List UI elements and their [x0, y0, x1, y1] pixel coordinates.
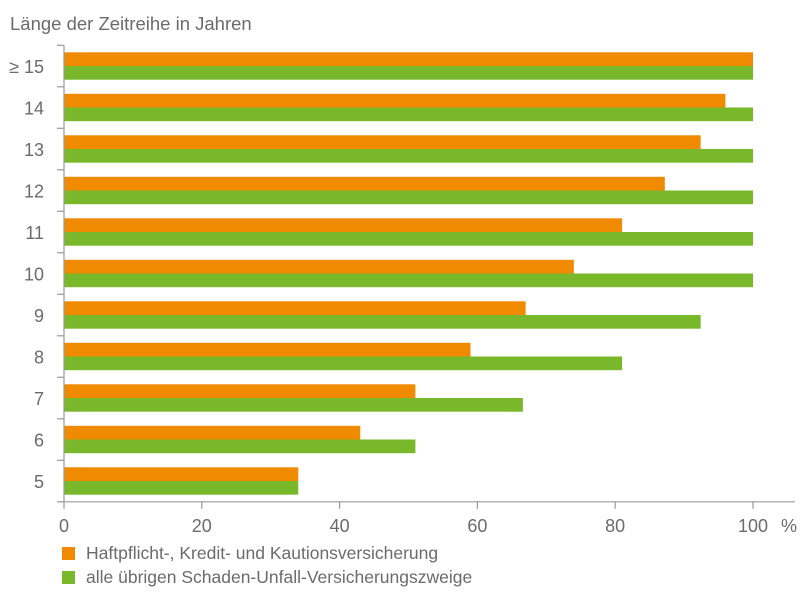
- bar-green-11: [64, 232, 753, 246]
- x-tick-label: 60: [467, 516, 487, 536]
- legend: Haftpflicht-, Kredit- und Kautionsversic…: [62, 541, 472, 589]
- x-tick-label: 100: [738, 516, 768, 536]
- bar-orange-9: [64, 301, 526, 315]
- axes-group: ≥ 15 14 13 12 11 10 9 8 7 6 5 0 20 40 60 80 100%: [9, 44, 797, 536]
- y-tick-label: 13: [24, 140, 44, 160]
- bar-orange-10: [64, 259, 574, 274]
- x-tick-label: 80: [605, 516, 625, 536]
- y-tick-label: ≥ 15: [9, 57, 44, 77]
- legend-swatch-orange: [62, 546, 75, 560]
- y-tick-label: 8: [34, 348, 44, 368]
- y-tick-label: 5: [34, 472, 44, 492]
- y-tick-label: 14: [24, 99, 44, 119]
- y-tick-label: 12: [24, 182, 44, 202]
- y-tick-label: 6: [34, 431, 44, 451]
- y-tick-label: 9: [34, 306, 44, 326]
- legend-item-series-0: Haftpflicht-, Kredit- und Kautionsversic…: [62, 541, 472, 565]
- bar-orange-15: [64, 52, 753, 66]
- bar-green-14: [64, 107, 753, 122]
- bar-green-9: [64, 315, 701, 329]
- bar-green-6: [64, 439, 416, 454]
- y-tick-label: 11: [25, 223, 44, 243]
- bar-orange-5: [64, 467, 299, 481]
- legend-swatch-green: [62, 570, 75, 584]
- x-tick-label: 20: [192, 516, 212, 536]
- bar-green-5: [64, 481, 299, 495]
- bar-orange-14: [64, 93, 726, 108]
- x-tick-label: 0: [59, 516, 69, 536]
- bar-green-15: [64, 66, 753, 80]
- bar-green-8: [64, 356, 623, 371]
- legend-item-series-1: alle übrigen Schaden-Unfall-Versicherung…: [62, 565, 472, 589]
- bar-green-7: [64, 398, 523, 412]
- y-axis-title: Länge der Zeitreihe in Jahren: [10, 13, 252, 34]
- x-tick-label: 40: [330, 516, 350, 536]
- bar-orange-13: [64, 135, 701, 149]
- bar-green-10: [64, 273, 753, 288]
- bar-orange-12: [64, 176, 665, 191]
- bar-orange-7: [64, 384, 416, 398]
- bar-orange-6: [64, 425, 361, 440]
- bars-group: [64, 52, 753, 495]
- y-tick-label: 7: [34, 389, 44, 409]
- bar-orange-8: [64, 342, 471, 357]
- y-tick-label: 10: [24, 265, 44, 285]
- x-unit-label: %: [781, 516, 797, 536]
- legend-label-series-0: Haftpflicht-, Kredit- und Kautionsversic…: [86, 542, 439, 563]
- bar-orange-11: [64, 218, 623, 232]
- bar-green-13: [64, 149, 753, 163]
- bar-green-12: [64, 190, 753, 205]
- legend-label-series-1: alle übrigen Schaden-Unfall-Versicherung…: [86, 566, 473, 587]
